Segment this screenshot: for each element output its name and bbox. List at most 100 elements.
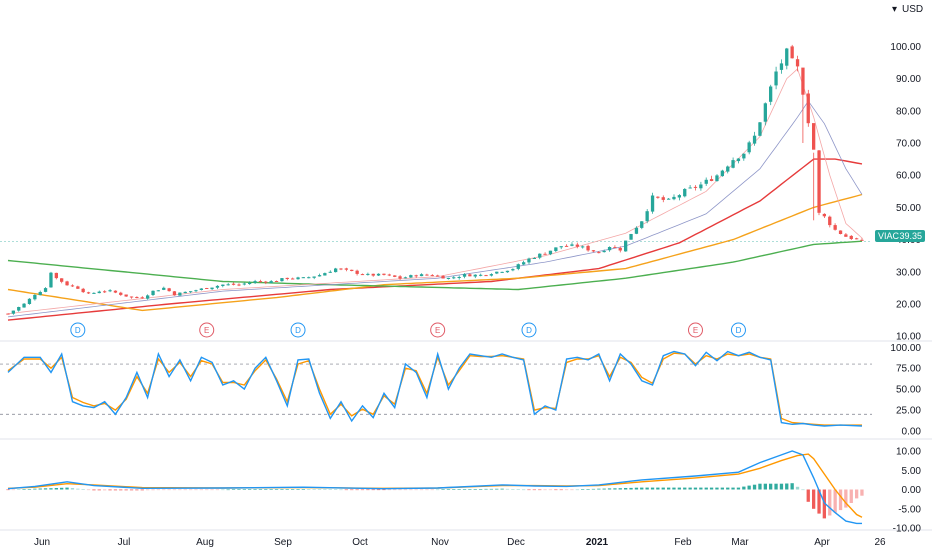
macd-histogram-bar: [597, 488, 601, 490]
macd-histogram-bar: [409, 489, 413, 491]
candle-body: [199, 288, 203, 290]
candle-body: [76, 286, 80, 289]
candle-body: [419, 274, 424, 277]
macd-histogram-bar: [704, 487, 708, 490]
candle-body: [135, 297, 139, 298]
earnings-event-label: E: [435, 326, 440, 335]
macd-histogram-bar: [253, 489, 257, 490]
candle-body: [43, 288, 48, 292]
candle-body: [677, 195, 681, 198]
candle-body: [323, 273, 327, 276]
macd-histogram-bar: [489, 488, 493, 490]
candle-body: [425, 274, 429, 276]
last-price-value: 39.35: [899, 231, 922, 241]
stoch-k-line: [7, 350, 863, 427]
macd-histogram-bar: [108, 489, 112, 491]
x-tick-label: Jul: [118, 537, 131, 548]
macd-histogram-bar: [221, 489, 225, 491]
macd-histogram-bar: [43, 488, 48, 490]
dividend-event-marker[interactable]: D: [290, 322, 306, 338]
macd-histogram-bar: [70, 488, 75, 490]
macd-histogram-bar: [672, 487, 676, 490]
candle-body: [355, 270, 359, 274]
candle-body: [473, 274, 477, 277]
candle-body: [393, 275, 397, 277]
macd-pane: [6, 450, 864, 525]
candle-body: [97, 291, 101, 294]
currency-caret-icon[interactable]: ▾: [892, 4, 897, 15]
candle-body: [591, 250, 596, 252]
macd-histogram-bar: [801, 489, 805, 491]
macd-histogram-bar: [779, 483, 784, 490]
macd-histogram-bar: [6, 489, 10, 491]
candle-body: [22, 303, 26, 308]
candle-body: [452, 277, 456, 279]
dividend-event-marker[interactable]: D: [521, 322, 537, 338]
candle-body: [629, 234, 633, 240]
macd-histogram-bar: [323, 489, 327, 490]
macd-histogram-bar: [452, 489, 456, 490]
candle-body: [495, 271, 499, 274]
macd-histogram-bar: [33, 488, 37, 490]
currency-label: USD: [902, 4, 923, 15]
macd-histogram-bar: [495, 488, 499, 490]
last-price-tag: VIAC 39.35: [875, 230, 925, 242]
candle-body: [457, 277, 461, 278]
candle-body: [81, 288, 85, 293]
candle-body: [221, 284, 225, 286]
candle-body: [38, 292, 42, 296]
macd-histogram-bar: [60, 487, 64, 490]
macd-histogram-bar: [398, 489, 402, 491]
candle-body: [103, 291, 107, 293]
macd-histogram-bar: [516, 489, 520, 490]
candle-body: [607, 247, 612, 251]
dividend-event-marker[interactable]: D: [70, 322, 86, 338]
macd-histogram-bar: [763, 483, 767, 490]
candle-body: [274, 281, 279, 282]
macd-histogram-bar: [446, 489, 451, 490]
candle-body: [688, 187, 692, 189]
candle-body: [360, 274, 365, 276]
candle-body: [683, 189, 687, 197]
candle-body: [538, 253, 542, 258]
macd-histogram-bar: [124, 489, 128, 491]
candle-body: [328, 271, 332, 273]
price-tick-label: 90.00: [896, 74, 921, 85]
earnings-event-marker[interactable]: E: [687, 322, 703, 338]
candle-body: [285, 277, 289, 279]
price-tick-label: 100.00: [890, 42, 921, 53]
moving-average-line: [7, 193, 863, 312]
macd-histogram-bar: [350, 489, 354, 491]
candle-body: [441, 275, 445, 279]
dividend-event-marker[interactable]: D: [730, 322, 746, 338]
macd-histogram-bar: [355, 489, 359, 491]
macd-histogram-bar: [366, 489, 370, 491]
macd-histogram-bar: [27, 489, 32, 490]
macd-histogram-bar: [693, 487, 698, 490]
candle-body: [570, 244, 574, 246]
candle-body: [11, 310, 15, 314]
macd-histogram-bar: [269, 489, 273, 490]
stoch-tick-label: 0.00: [902, 427, 922, 438]
price-tick-label: 20.00: [896, 300, 921, 311]
macd-histogram-bar: [479, 489, 483, 490]
macd-histogram-bar: [538, 489, 542, 491]
candle-body: [720, 170, 724, 177]
candle-body: [376, 273, 381, 276]
macd-histogram-bar: [645, 487, 649, 490]
candle-body: [548, 250, 553, 255]
candle-body: [92, 292, 96, 294]
earnings-event-marker[interactable]: E: [430, 322, 446, 338]
x-tick-label: Aug: [196, 537, 214, 548]
candle-body: [65, 281, 69, 286]
macd-histogram-bar: [11, 489, 15, 491]
candle-body: [436, 275, 440, 277]
macd-histogram-bar: [86, 489, 91, 491]
earnings-event-marker[interactable]: E: [199, 322, 215, 338]
macd-histogram-bar: [205, 489, 209, 491]
candle-body: [860, 239, 864, 241]
candle-body: [334, 268, 338, 273]
macd-histogram-bar: [296, 489, 300, 490]
candle-body: [146, 295, 150, 299]
